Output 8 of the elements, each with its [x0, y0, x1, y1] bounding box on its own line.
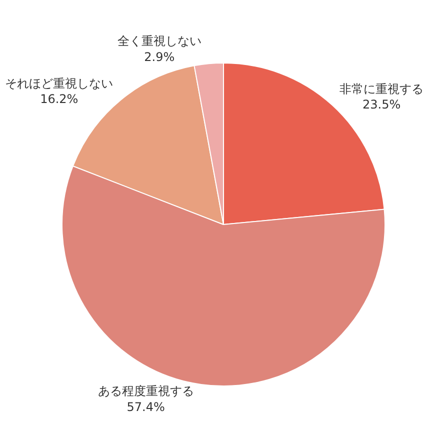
data-label: 57.4%	[126, 400, 165, 414]
slice-label: ある程度重視する	[98, 384, 194, 398]
slice-label: それほど重視しない	[5, 76, 114, 90]
data-label: 16.2%	[40, 92, 78, 106]
slice-label: 全く重視しない	[117, 34, 202, 48]
data-label: 2.9%	[144, 50, 175, 64]
data-label: 23.5%	[362, 98, 401, 112]
slice-label: 非常に重視する	[340, 82, 424, 96]
